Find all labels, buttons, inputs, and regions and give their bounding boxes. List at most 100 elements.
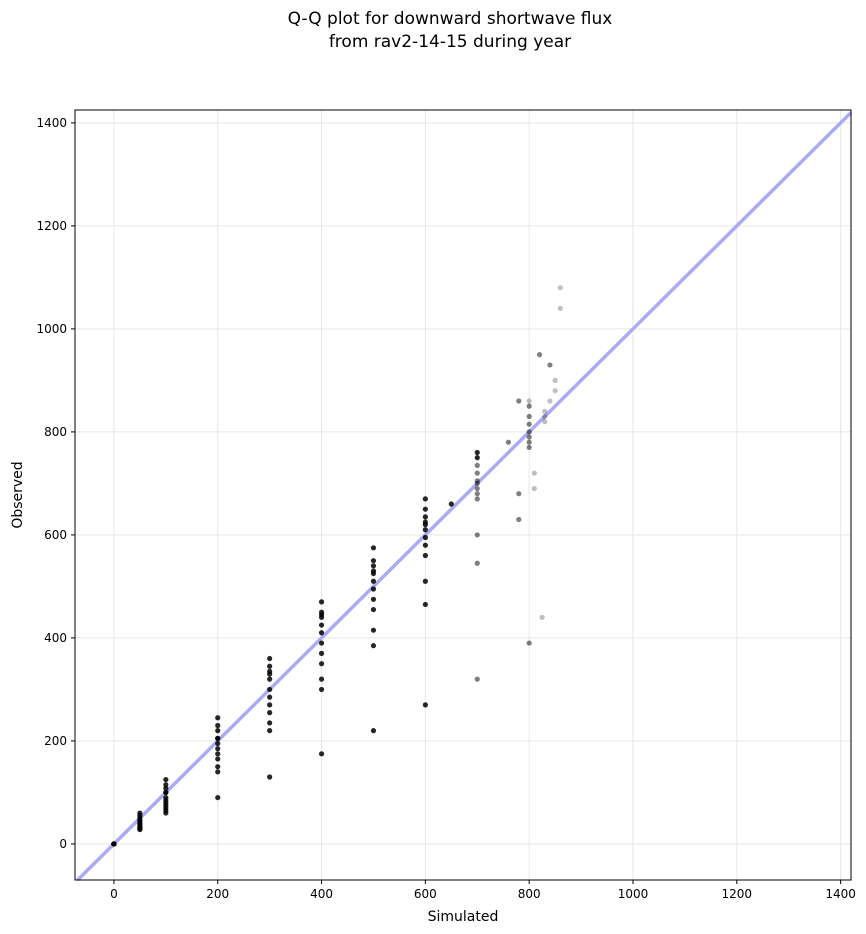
quantile-point [552,377,558,384]
quantile-point [536,352,543,358]
x-tick-label: 600 [414,887,437,901]
quantile-point [163,785,169,791]
quantile-point [526,429,532,435]
quantile-point [526,398,532,404]
quantile-point [267,686,273,693]
quantile-point [448,501,454,507]
quantile-point [422,527,428,533]
quantile-point [370,563,377,569]
quantile-point [505,439,512,445]
quantile-point [542,413,548,420]
quantile-point [474,560,480,566]
quantile-point [370,728,377,734]
y-axis-label: Observed [10,461,26,528]
x-tick-label: 1000 [618,887,649,901]
quantile-point [215,746,221,752]
quantile-point [267,694,273,700]
quantile-point [318,686,325,693]
quantile-point [516,491,522,497]
quantile-point [542,408,548,414]
quantile-point [526,640,532,646]
y-tick-label: 600 [44,528,67,542]
quantile-point [516,398,522,404]
quantile-point [318,630,325,636]
y-tick-label: 1200 [36,219,67,233]
quantile-point [318,640,325,646]
quantile-point [557,305,563,311]
quantile-point [267,774,273,780]
quantile-point [267,710,273,716]
quantile-point [267,655,273,662]
quantile-point [422,552,428,559]
quantile-point [526,421,532,427]
quantile-point [422,578,428,584]
quantile-point [215,715,221,721]
quantile-point [474,455,480,461]
quantile-point [474,449,480,456]
x-tick-label: 1400 [825,887,856,901]
x-tick-label: 1200 [722,887,753,901]
x-axis-ticks: 0 200 400 600 800 1000 1200 1400 [110,880,856,901]
quantile-point [370,606,377,613]
quantile-point [474,676,480,682]
quantile-point [267,671,273,677]
quantile-point [163,810,169,816]
quantile-point [539,614,545,620]
x-tick-label: 400 [310,887,333,901]
quantile-point [137,818,143,824]
quantile-point [370,627,377,633]
quantile-point [111,841,117,847]
quantile-point [474,491,480,497]
quantile-point [422,522,428,528]
quantile-point [318,599,325,605]
quantile-point [422,514,428,520]
x-axis-label: Simulated [428,909,499,925]
quantile-point [552,388,558,394]
x-tick-label: 0 [110,887,118,901]
quantile-point [370,586,377,592]
quantile-point [137,825,143,832]
quantile-point [267,702,273,708]
y-tick-label: 0 [59,837,67,851]
quantile-point [370,568,377,574]
y-tick-label: 1400 [36,116,67,130]
quantile-point [215,794,221,801]
y-tick-label: 200 [44,734,67,748]
quantile-point [370,558,377,564]
quantile-point [215,735,221,741]
quantile-point [215,764,221,770]
quantile-point [542,419,548,425]
quantile-point [163,789,169,796]
quantile-point [531,470,537,476]
quantile-point [547,362,553,368]
x-tick-label: 800 [518,887,541,901]
quantile-point [267,720,273,726]
quantile-point [422,506,428,512]
quantile-point [370,596,377,602]
quantile-point [422,534,428,541]
one-to-one-line [76,111,853,882]
quantile-point [318,622,325,628]
quantile-point [215,769,221,775]
quantile-point [474,496,480,502]
quantile-point [557,285,563,291]
quantile-point [422,496,428,502]
quantile-point [474,480,480,487]
data-points [111,285,563,847]
quantile-point [318,612,325,618]
quantile-point [215,740,221,747]
y-tick-label: 1000 [36,322,67,336]
quantile-point [163,776,169,783]
y-tick-label: 400 [44,631,67,645]
quantile-point [474,485,480,492]
quantile-point [370,643,377,649]
grid-lines [75,110,851,880]
plot-frame [74,109,852,881]
quantile-point [370,545,377,551]
quantile-series [111,398,532,847]
quantile-point [215,728,221,734]
quantile-point [516,516,522,523]
quantile-point [526,444,532,450]
quantile-point [163,782,169,788]
